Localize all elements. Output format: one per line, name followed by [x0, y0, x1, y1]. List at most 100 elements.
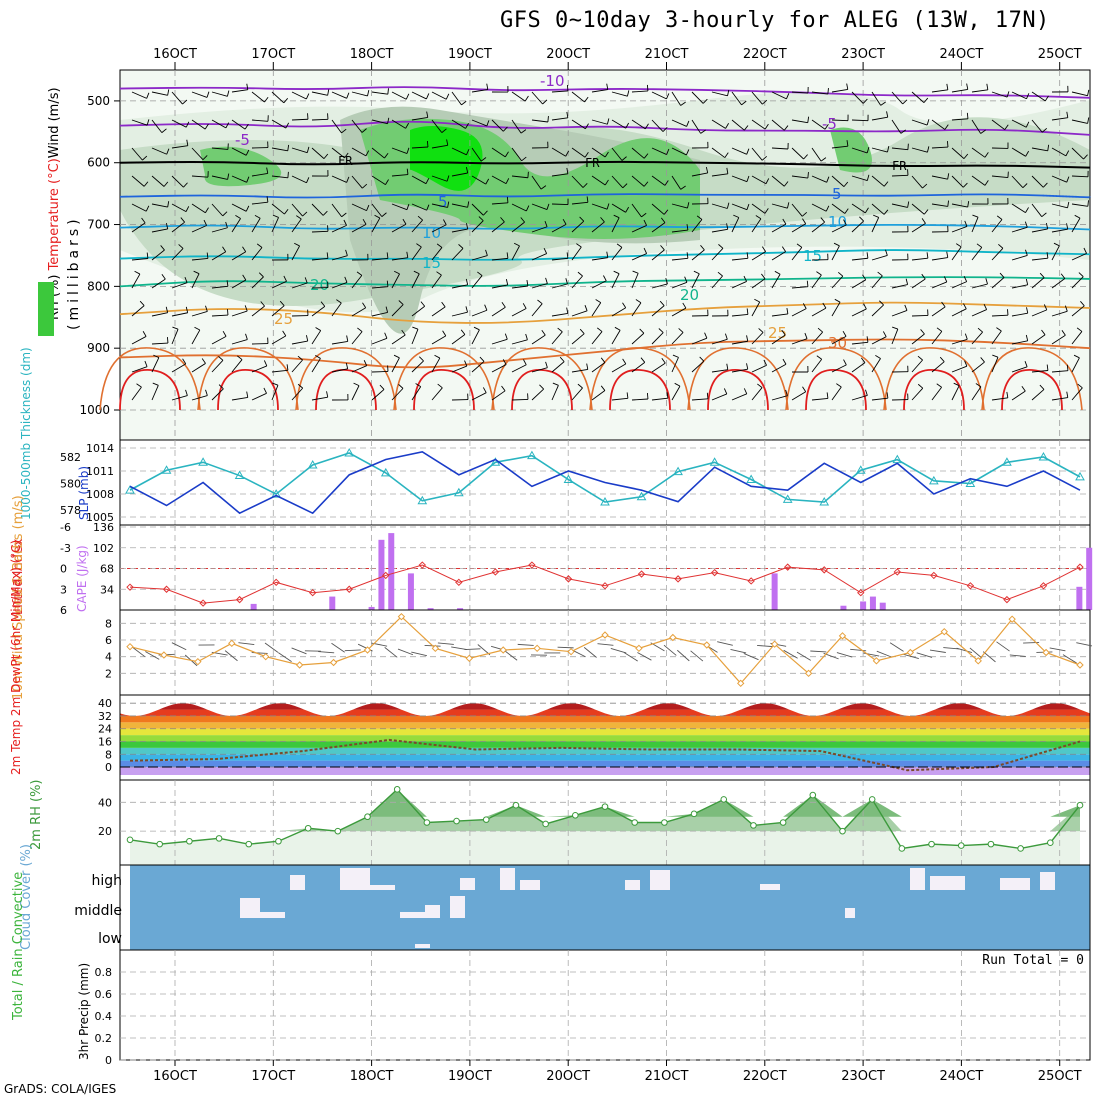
wind-barb — [1011, 175, 1024, 189]
cape-tick-label: 136 — [93, 521, 114, 534]
wind-barb — [151, 249, 165, 261]
wind-barb — [811, 221, 825, 233]
cape-bar — [840, 605, 847, 610]
wind-barb-flag — [672, 354, 679, 358]
wind-barb — [591, 362, 606, 373]
wind-barb-flag — [834, 298, 841, 303]
wind-barb-flag — [622, 358, 627, 365]
wind-barb-flag — [802, 386, 807, 393]
wind-barb — [831, 119, 849, 122]
wind-barb — [831, 245, 840, 261]
wind-barb-flag — [844, 208, 849, 214]
isotherm-25 — [119, 301, 1091, 324]
wind-barb-flag — [205, 389, 208, 396]
wind-barb — [891, 328, 899, 345]
wind-barb — [551, 90, 568, 93]
cape-tick-label: 34 — [100, 583, 114, 596]
wind-barb — [391, 203, 408, 211]
wind-barb-flag — [577, 383, 583, 389]
wind-barb — [791, 391, 806, 401]
wind-barb-flag — [643, 181, 649, 187]
rh-point — [542, 820, 549, 828]
wind-barb-flag — [165, 223, 169, 230]
isotherm-label: -10 — [540, 72, 565, 90]
rh-point — [126, 836, 134, 844]
wind-barb — [411, 203, 427, 211]
wind-barb-flag — [226, 90, 230, 97]
wind-barb — [631, 302, 642, 317]
cloud-level-label: high — [91, 873, 122, 889]
wind-barb — [711, 369, 728, 373]
wind-barb-flag — [761, 246, 766, 252]
wind-barb — [131, 119, 148, 126]
wind-barb — [611, 247, 623, 261]
wind-barb-flag — [1046, 252, 1049, 259]
wind-barb — [651, 283, 668, 289]
cloud-level-label: low — [98, 931, 122, 947]
wind-barb-flag — [700, 129, 706, 134]
wind-barb-flag — [434, 354, 441, 359]
wind-barb-flag — [547, 115, 549, 123]
rh-point — [661, 819, 668, 826]
wind-barb-flag — [786, 307, 789, 315]
wind-barb — [671, 281, 688, 289]
wind-barb — [318, 651, 335, 654]
wind-barb — [671, 332, 684, 345]
wind-barb-flag — [139, 300, 145, 306]
wind-barb — [991, 91, 1008, 98]
wind-barb — [231, 251, 246, 261]
wind-barb-flag — [185, 306, 189, 313]
wind-barb-flag — [600, 217, 605, 223]
wind-barb — [231, 89, 248, 93]
wind-barb-flag — [263, 360, 268, 367]
li-point — [564, 575, 573, 583]
wind-barb-flag — [541, 329, 546, 336]
wind-barb-flag — [1004, 124, 1009, 130]
wind-barb-flag — [643, 153, 649, 159]
rh-area-30 — [130, 789, 1080, 817]
wind-barb-flag — [846, 140, 849, 147]
wind-barb-flag — [205, 207, 209, 213]
wind-barb-flag — [1066, 364, 1069, 371]
wind-barb-flag — [344, 152, 349, 159]
wind-barb — [271, 203, 285, 215]
wind-barb-flag — [153, 354, 160, 358]
wind-barb-flag — [167, 89, 170, 96]
wind-barb — [711, 119, 726, 129]
wind-barb-flag — [1025, 278, 1029, 285]
wind-barb — [731, 91, 742, 106]
wind-barb-flag — [406, 203, 410, 210]
wind-barb-flag — [384, 152, 389, 159]
wind-barb — [911, 175, 923, 189]
wind-barb — [511, 147, 522, 162]
wind-barb — [1011, 254, 1028, 261]
wind-barb — [717, 641, 733, 646]
li-point — [966, 582, 975, 590]
wind-barb — [611, 147, 623, 161]
wind-barb — [191, 258, 208, 261]
x-tick-label-bottom: 17OCT — [251, 1069, 295, 1084]
wind-barb — [751, 364, 767, 373]
surface-wind-barbs — [131, 641, 1093, 667]
wind-barb — [771, 175, 785, 187]
wind-barb-flag — [185, 121, 190, 128]
wind-barb — [171, 221, 185, 233]
wind-barb-flag — [405, 122, 410, 129]
wind-barb-flag — [746, 335, 749, 342]
wind-barb — [351, 385, 360, 401]
cape-bar — [869, 596, 876, 610]
wind-barb-flag — [907, 201, 910, 208]
thickness-point — [563, 474, 574, 484]
freezing-label: FR — [585, 156, 600, 170]
wind-barb-flag — [323, 153, 329, 159]
wind-barb-flag — [706, 392, 709, 399]
wind-barb — [551, 147, 566, 157]
wind-barb — [491, 119, 504, 132]
wind-barb — [731, 257, 748, 261]
wind-barb — [557, 646, 574, 649]
wind-barb-flag — [1080, 300, 1085, 307]
x-tick-label-bottom: 20OCT — [546, 1069, 590, 1084]
wind-barb-flag — [586, 196, 589, 203]
wind-barb — [771, 119, 785, 131]
wind-barb-flag — [787, 202, 790, 209]
